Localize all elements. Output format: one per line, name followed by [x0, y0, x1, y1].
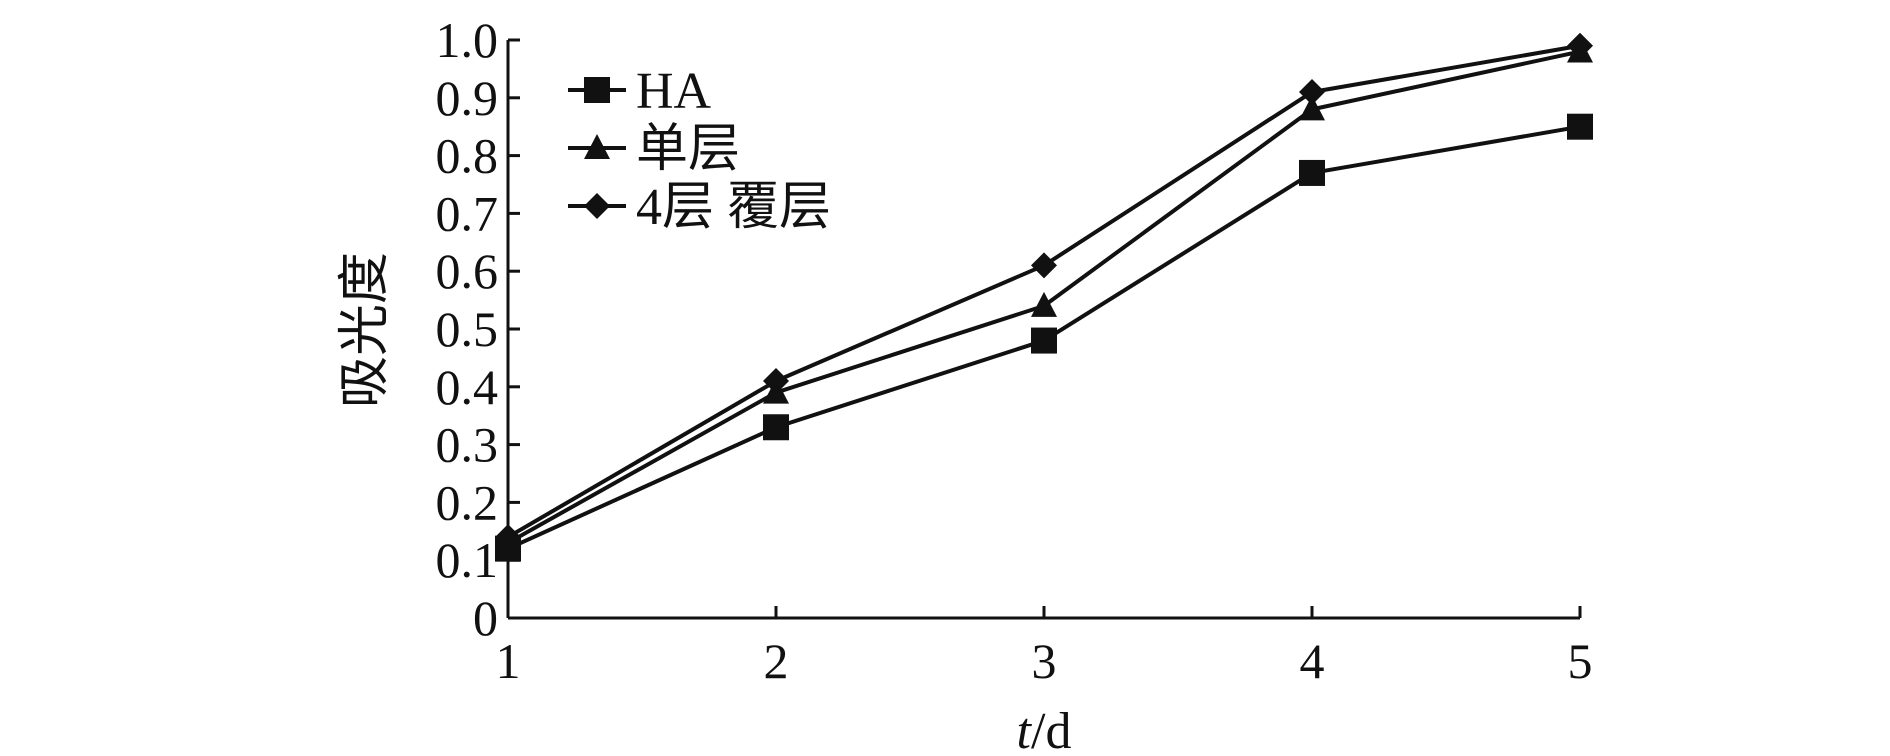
y-tick-label: 0.6	[436, 243, 499, 299]
y-axis-title: 吸光度	[337, 252, 394, 408]
axis-titles: 吸光度 t/d	[337, 252, 1071, 756]
x-tick-label: 2	[764, 633, 789, 689]
axes: 00.10.20.30.40.50.60.70.80.91.0 1 2 3 4 5	[436, 12, 1593, 689]
data-point	[1031, 327, 1057, 354]
y-tick-label: 0.4	[436, 359, 499, 415]
data-point	[1299, 79, 1325, 106]
y-tick-label: 0	[473, 590, 498, 646]
data-point	[763, 368, 789, 395]
y-tick-label: 0.9	[436, 70, 499, 126]
series-layer	[495, 32, 1593, 562]
y-tick-label: 0.3	[436, 417, 499, 473]
x-axis-title-unit: /d	[1031, 703, 1071, 756]
legend-marker	[584, 193, 610, 219]
x-axis-title: t/d	[1017, 703, 1072, 756]
data-point	[1567, 113, 1593, 140]
x-tick-label: 4	[1300, 633, 1325, 689]
x-tick-label: 3	[1032, 633, 1057, 689]
legend-marker	[584, 77, 610, 103]
legend-item: 单层	[568, 121, 740, 178]
y-tick-label: 0.1	[436, 532, 499, 588]
y-tick-label: 0.5	[436, 301, 499, 357]
legend-label: HA	[636, 63, 712, 120]
legend-item: HA	[568, 63, 712, 120]
x-axis-title-variable: t	[1017, 703, 1033, 756]
y-tick-label: 0.8	[436, 128, 499, 184]
y-tick-label: 1.0	[436, 12, 499, 68]
legend-label: 4层 覆层	[636, 179, 831, 236]
data-point	[495, 524, 521, 551]
data-point	[1567, 32, 1593, 59]
data-point	[1299, 159, 1325, 186]
y-tick-label: 0.7	[436, 185, 499, 241]
legend-marker	[584, 134, 610, 159]
x-tick-label: 1	[496, 633, 521, 689]
legend-label: 单层	[636, 121, 740, 178]
data-point	[763, 414, 789, 441]
data-point	[1031, 291, 1057, 317]
data-point	[1031, 252, 1057, 279]
x-tick-label: 5	[1568, 633, 1593, 689]
legend-item: 4层 覆层	[568, 179, 831, 236]
series-diamond	[495, 32, 1593, 551]
y-tick-label: 0.2	[436, 474, 499, 530]
data-point	[1299, 95, 1325, 121]
